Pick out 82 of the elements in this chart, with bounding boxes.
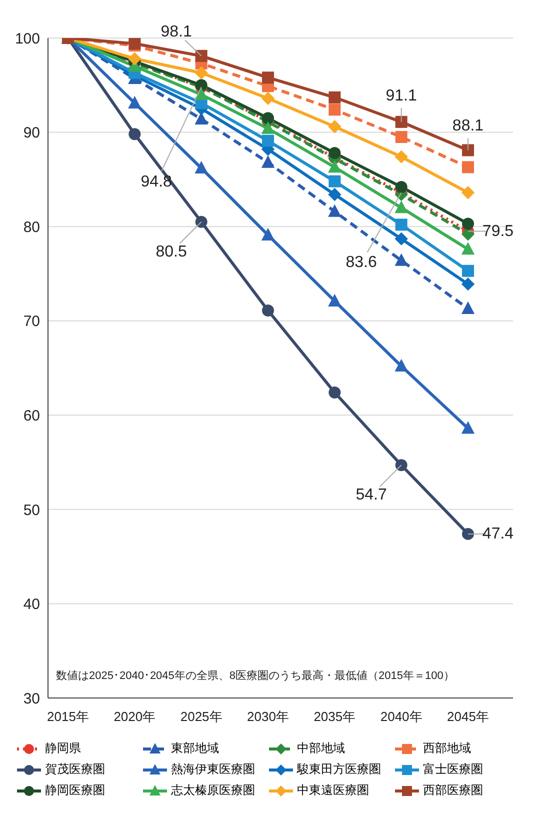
point xyxy=(328,204,342,217)
point xyxy=(194,160,208,174)
point xyxy=(461,242,475,255)
legend-label: 熱海伊東医療圏 xyxy=(171,761,255,778)
point xyxy=(262,72,274,84)
x-tick-label: 2040年 xyxy=(380,709,422,724)
point xyxy=(462,264,474,277)
point xyxy=(261,228,275,240)
legend-label: 中東遠医療圏 xyxy=(297,782,369,799)
x-tick-label: 2025年 xyxy=(180,709,222,724)
legend-label: 静岡医療圏 xyxy=(45,782,105,799)
y-tick-label: 100 xyxy=(14,30,40,48)
point xyxy=(262,112,274,124)
legend-label: 西部医療圏 xyxy=(423,782,483,799)
x-tick-label: 2015年 xyxy=(47,709,89,724)
point xyxy=(128,52,142,66)
point xyxy=(461,421,475,434)
annotation: 数値は2025･2040･2045年の全県、8医療圏のうち最高・最低値（2015年＝100） xyxy=(56,668,454,683)
point xyxy=(194,66,208,80)
point xyxy=(261,155,275,168)
annotation: 91.1 xyxy=(386,87,418,104)
point xyxy=(461,186,475,200)
annotation: 83.6 xyxy=(346,254,378,272)
x-tick-label: 2030年 xyxy=(247,709,289,724)
point xyxy=(262,304,274,316)
point xyxy=(328,160,342,173)
point xyxy=(328,120,342,134)
point xyxy=(395,131,408,143)
point xyxy=(328,147,341,160)
legend-label: 東部地域 xyxy=(171,740,219,757)
point xyxy=(128,128,141,140)
annotation: 98.1 xyxy=(160,23,192,40)
legend-label: 志太榛原医療圏 xyxy=(171,782,255,799)
point xyxy=(394,200,408,214)
point xyxy=(461,301,475,314)
point xyxy=(328,91,341,104)
point xyxy=(394,232,408,246)
y-tick-label: 60 xyxy=(23,407,40,424)
point xyxy=(394,358,408,372)
point xyxy=(261,121,275,134)
x-tick-label: 2045年 xyxy=(447,709,489,724)
point xyxy=(461,277,475,291)
legend-label: 駿東田方医療圏 xyxy=(297,761,381,778)
y-tick-label: 50 xyxy=(23,502,40,519)
y-tick-label: 40 xyxy=(23,596,40,614)
point xyxy=(328,175,341,188)
point xyxy=(462,144,474,156)
point xyxy=(195,50,208,62)
point xyxy=(395,116,408,128)
legend-label: 中部地域 xyxy=(297,740,345,757)
point xyxy=(462,218,474,230)
annotation: 80.5 xyxy=(156,243,188,260)
point xyxy=(262,134,274,147)
x-tick-label: 2035年 xyxy=(314,709,356,724)
point xyxy=(394,253,408,266)
point xyxy=(328,104,341,116)
y-tick-label: 30 xyxy=(23,690,40,708)
point xyxy=(395,459,408,472)
y-tick-label: 90 xyxy=(23,124,40,142)
point xyxy=(328,294,342,306)
point xyxy=(462,528,474,540)
point xyxy=(462,161,474,174)
point xyxy=(128,96,142,108)
point xyxy=(195,216,208,228)
legend-label: 西部地域 xyxy=(423,740,471,757)
y-tick-label: 70 xyxy=(23,313,40,330)
legend-label: 静岡県 xyxy=(45,740,81,757)
x-tick-label: 2020年 xyxy=(114,709,156,724)
annotation: 54.7 xyxy=(356,486,388,504)
legend-label: 賀茂医療圏 xyxy=(45,761,105,778)
annotation: 94.8 xyxy=(140,174,172,191)
point xyxy=(394,150,408,164)
annotation: 47.4 xyxy=(482,525,514,542)
point xyxy=(395,180,408,193)
point xyxy=(328,386,341,399)
y-tick-label: 80 xyxy=(23,218,40,236)
point xyxy=(328,188,342,202)
annotation: 79.5 xyxy=(482,222,514,240)
annotation: 88.1 xyxy=(452,118,484,135)
point xyxy=(261,92,275,105)
legend-label: 富士医療圏 xyxy=(423,761,483,778)
point xyxy=(395,218,408,231)
